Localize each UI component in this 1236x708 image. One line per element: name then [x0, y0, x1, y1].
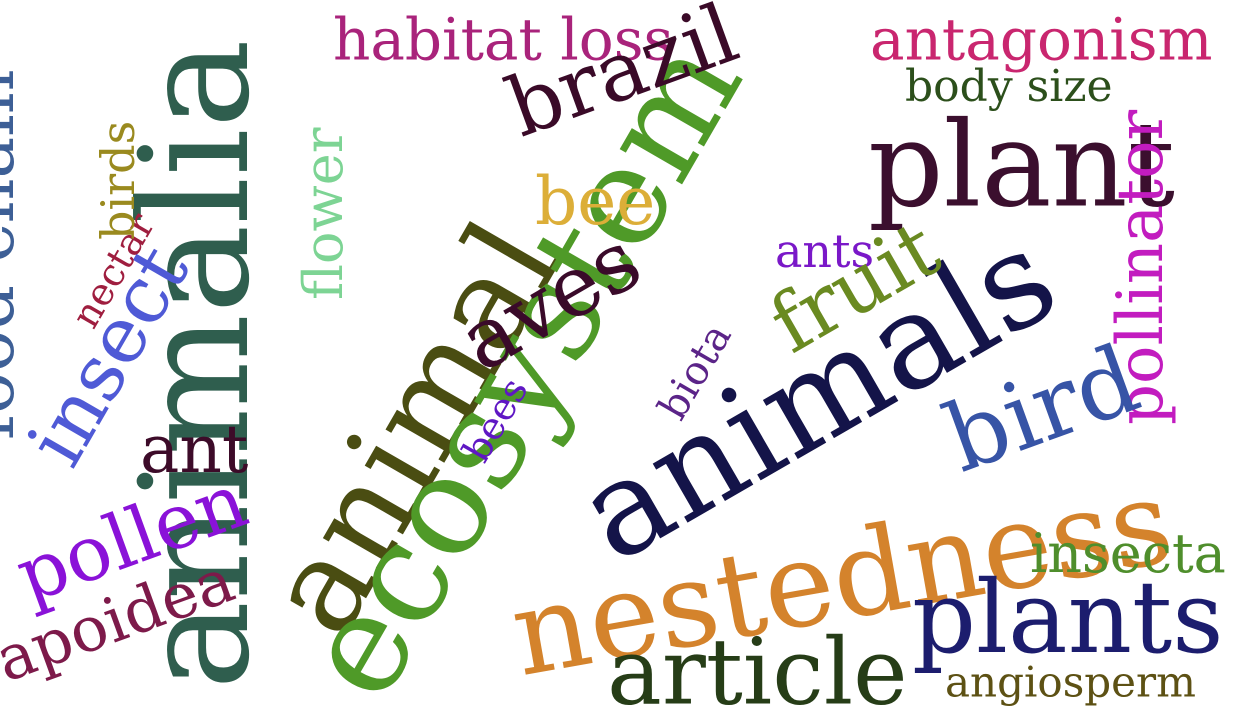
word-angiosperm: angiosperm [945, 657, 1196, 707]
word-ant: ant [140, 411, 249, 489]
word-plants: plants [912, 559, 1224, 676]
word-ants: ants [775, 224, 875, 279]
word-food-chain: food chain [0, 69, 30, 440]
word-article: article [607, 618, 908, 708]
word-flower: flower [291, 127, 355, 300]
word-antagonism: antagonism [870, 5, 1213, 74]
word-bee: bee [535, 163, 656, 241]
word-birds: birds [91, 120, 146, 240]
word-plant: plant [868, 95, 1176, 234]
word-insecta: insecta [1030, 521, 1226, 585]
word-habitat-loss: habitat loss [333, 5, 674, 74]
word-body-size: body size [905, 60, 1113, 112]
